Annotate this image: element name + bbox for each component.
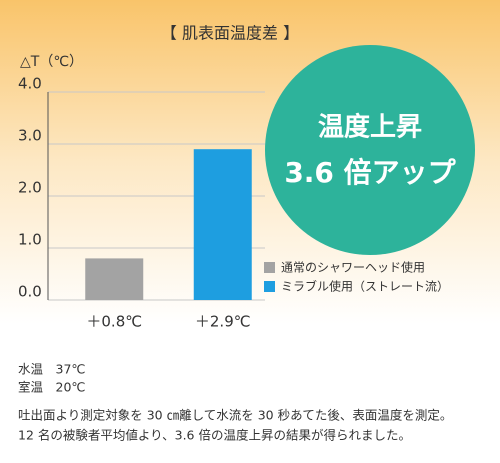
legend-swatch (264, 281, 275, 292)
badge-text: 温度上昇 (318, 112, 422, 143)
legend-swatch (264, 262, 275, 273)
note: 12 名の被験者平均値より、3.6 倍の温度上昇の結果が得られました。 (18, 428, 411, 443)
x-tick-label: ＋2.9℃ (195, 313, 251, 331)
note: 吐出面より測定対象を 30 ㎝離して水流を 30 秒あてた後、表面温度を測定。 (18, 408, 452, 423)
note: 水温 37℃ (18, 362, 85, 377)
y-tick-label: 2.0 (18, 179, 42, 197)
y-tick-label: 4.0 (18, 75, 42, 93)
y-axis-label: △T（℃） (20, 54, 83, 70)
badge-text: 3.6 倍アップ (284, 156, 456, 189)
y-tick-label: 1.0 (18, 231, 42, 249)
bar (85, 258, 144, 300)
note: 室温 20℃ (18, 380, 85, 395)
y-tick-label: 0.0 (18, 283, 42, 301)
x-tick-label: ＋0.8℃ (86, 313, 142, 331)
chart-title: 【 肌表面温度差 】 (161, 24, 299, 43)
legend-label: ミラブル使用（ストレート流） (281, 279, 449, 294)
bar (193, 149, 252, 300)
badge-circle (265, 45, 475, 255)
y-tick-label: 3.0 (18, 127, 42, 145)
legend-label: 通常のシャワーヘッド使用 (281, 260, 425, 275)
